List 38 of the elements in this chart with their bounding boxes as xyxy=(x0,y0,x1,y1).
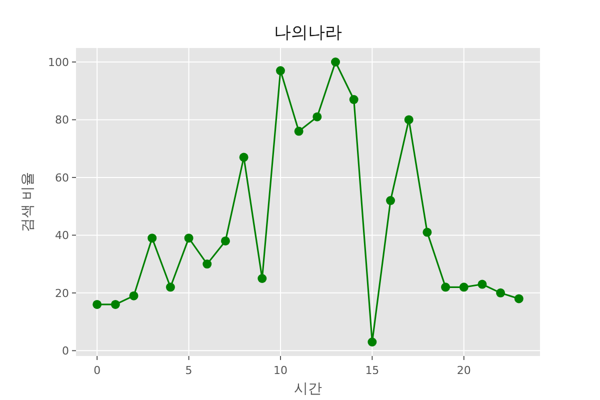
y-tick-label: 100 xyxy=(48,56,69,69)
point xyxy=(368,338,377,346)
point xyxy=(184,234,194,243)
point xyxy=(349,95,358,104)
point xyxy=(514,294,524,304)
x-tick-label: 20 xyxy=(456,364,471,377)
point xyxy=(258,274,267,283)
y-tick-label: 60 xyxy=(55,171,69,184)
point xyxy=(110,300,120,309)
x-axis-title: 시간 xyxy=(294,381,322,397)
x-tick-label: 5 xyxy=(185,364,192,377)
point xyxy=(441,282,450,292)
point xyxy=(166,282,175,292)
point xyxy=(276,66,285,76)
point xyxy=(294,126,304,136)
y-tick-label: 80 xyxy=(55,114,69,127)
x-tick-label: 15 xyxy=(365,364,380,377)
y-tick-label: 40 xyxy=(55,229,69,242)
point xyxy=(331,58,340,66)
point xyxy=(148,234,157,243)
point xyxy=(459,282,468,292)
chart-title: 나의나라 xyxy=(274,23,342,43)
y-tick-label: 20 xyxy=(55,286,69,300)
point xyxy=(422,228,432,237)
point xyxy=(404,115,414,124)
x-tick-label: 10 xyxy=(273,364,288,377)
y-axis-title: 검색 비율 xyxy=(20,172,36,232)
point xyxy=(312,112,322,122)
x-tick-label: 0 xyxy=(94,364,101,377)
point xyxy=(478,280,487,289)
y-tick-label: 0 xyxy=(62,344,69,358)
point xyxy=(220,236,230,246)
point xyxy=(386,196,396,206)
point xyxy=(129,291,138,300)
point xyxy=(202,260,212,269)
point xyxy=(496,288,506,298)
point xyxy=(92,300,102,309)
point xyxy=(239,152,248,162)
